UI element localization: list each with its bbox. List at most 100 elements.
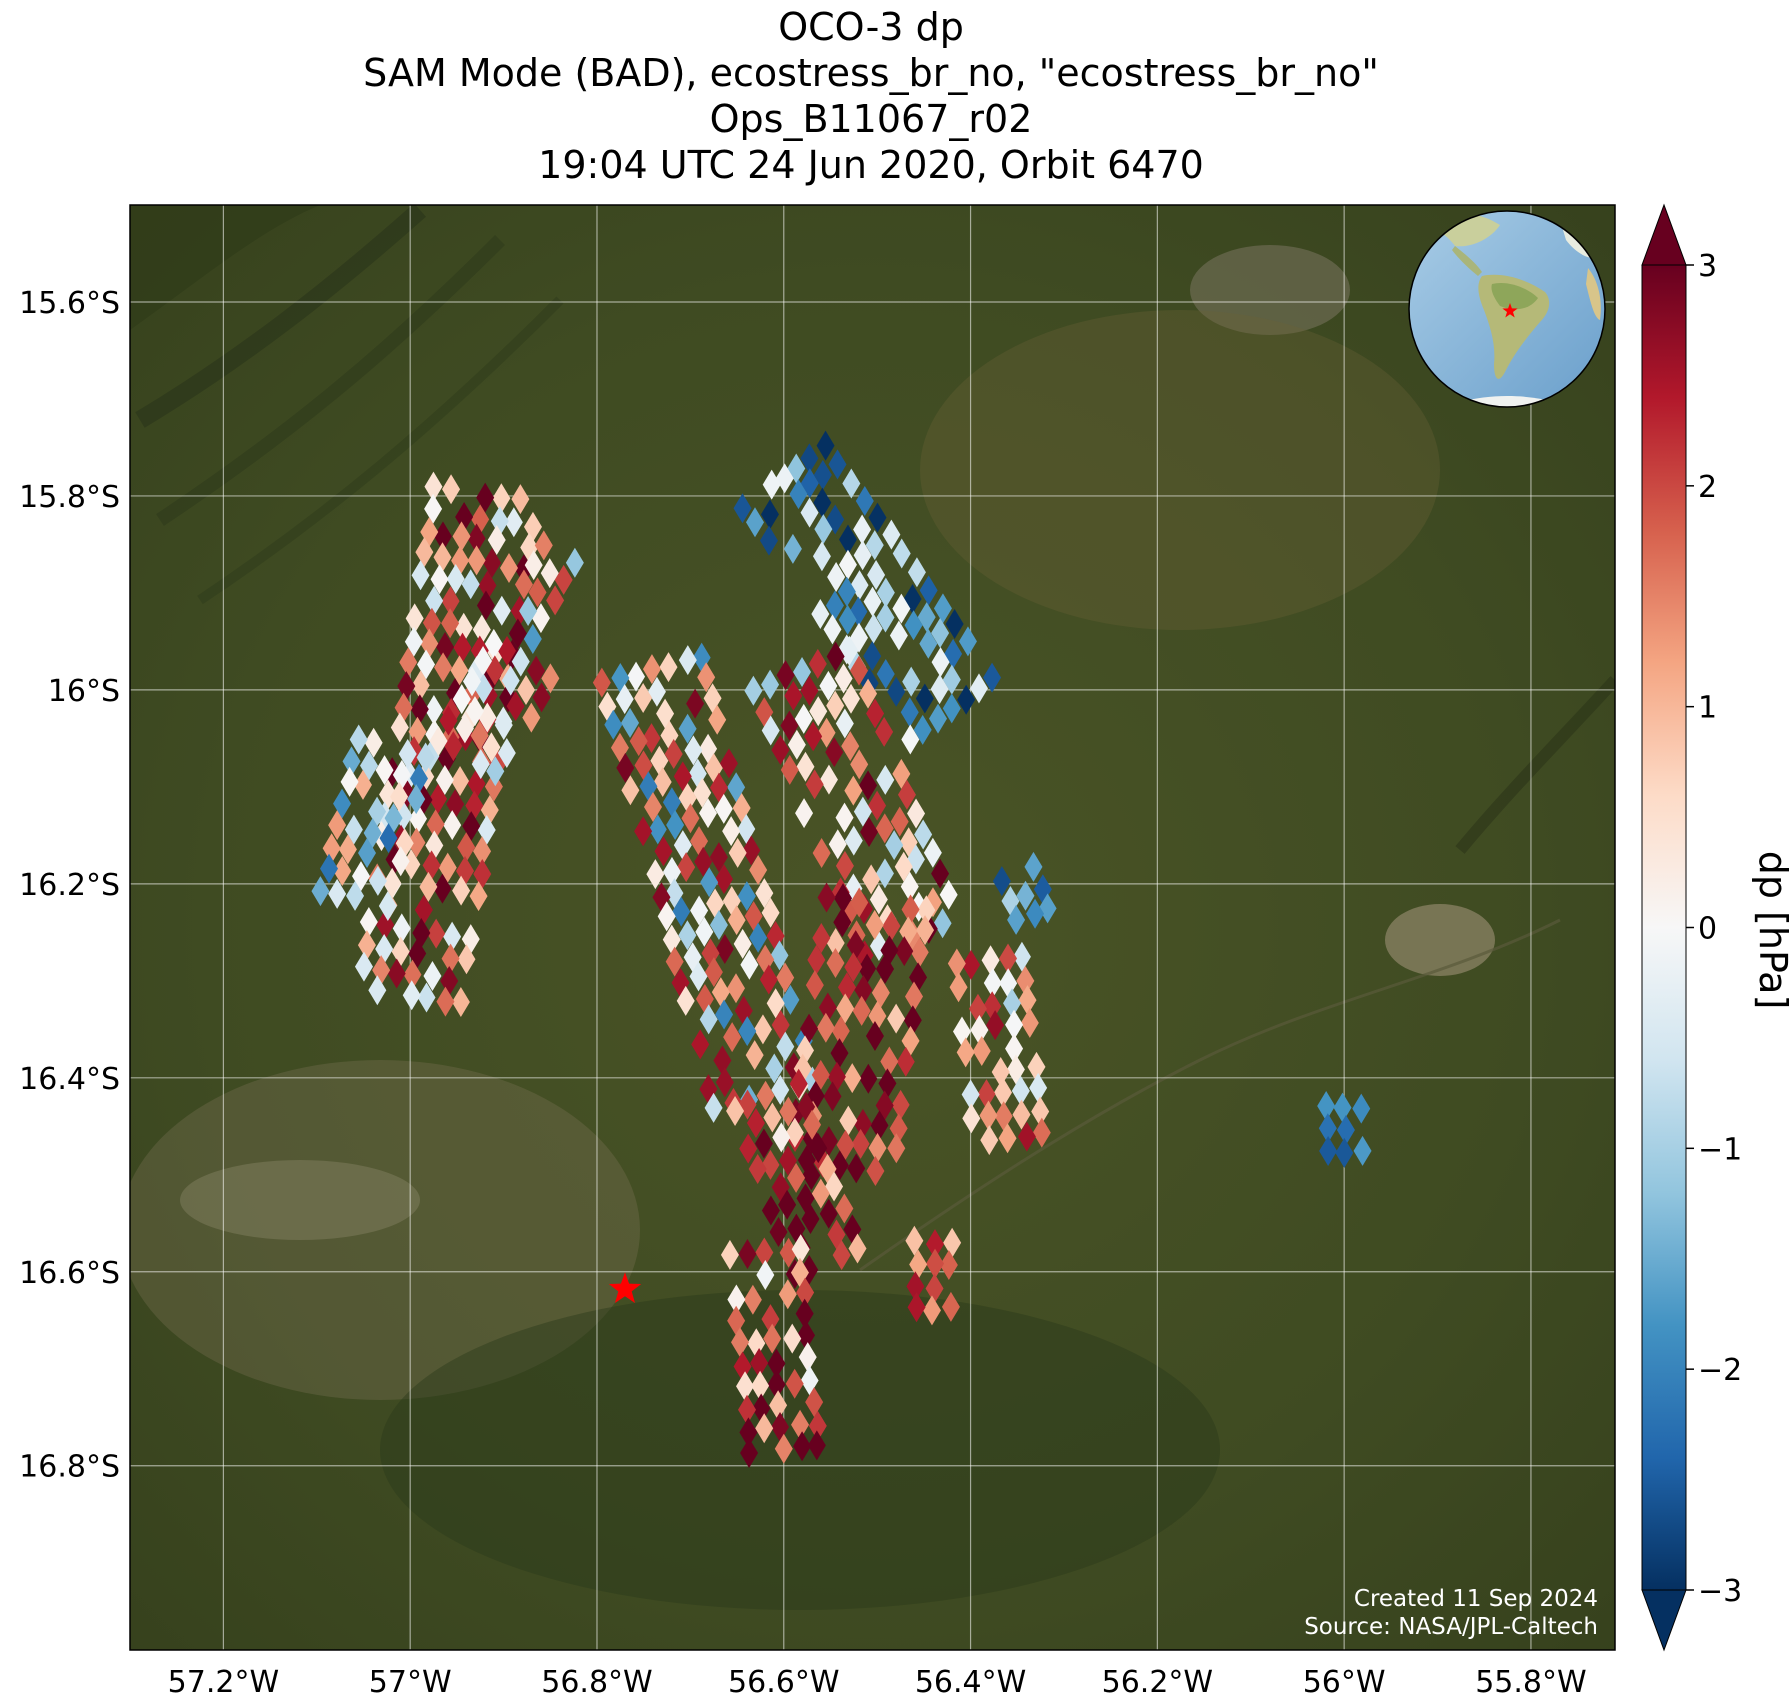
sounding-cell	[844, 775, 863, 806]
sounding-cell	[501, 665, 520, 696]
sounding-cell	[803, 1109, 822, 1140]
sounding-cell	[756, 1080, 775, 1111]
sounding-cell	[1038, 893, 1057, 924]
sounding-cell	[750, 1347, 769, 1378]
sounding-cell	[875, 716, 894, 747]
colorbar-tick-label: −2	[1698, 1353, 1742, 1388]
sounding-cell	[409, 803, 428, 834]
sounding-cell	[922, 1295, 941, 1326]
sounding-cell	[621, 775, 640, 806]
sounding-cell	[876, 764, 895, 795]
sounding-cell	[457, 944, 476, 975]
globe-antarctica	[1460, 396, 1555, 407]
sounding-cell	[793, 1431, 812, 1462]
sounding-cell	[697, 662, 716, 693]
sounding-cell	[807, 944, 826, 975]
sounding-cell	[907, 557, 926, 588]
sounding-cell	[795, 1298, 814, 1329]
sounding-cell	[403, 959, 422, 990]
sounding-cell	[486, 756, 505, 787]
sounding-cell	[781, 984, 800, 1015]
sounding-cell	[672, 896, 691, 927]
sounding-cell	[426, 809, 445, 840]
target-star-shape	[608, 1272, 642, 1303]
sounding-cell	[441, 586, 460, 617]
sounding-cell	[519, 595, 538, 626]
sounding-cell	[1353, 1135, 1372, 1166]
sounding-cell	[870, 1110, 889, 1141]
sounding-cell	[853, 514, 872, 545]
sounding-cell	[1017, 1121, 1036, 1152]
sounding-cell	[941, 1291, 960, 1322]
lat-tick-label: 16.8°S	[19, 1450, 120, 1485]
sounding-cell	[763, 1323, 782, 1354]
sounding-cell	[887, 676, 906, 707]
ridge-east	[1455, 675, 1615, 854]
sounding-cell	[769, 1216, 788, 1247]
sounding-cell	[805, 769, 824, 800]
sounding-cell	[379, 823, 398, 854]
sounding-cell	[848, 1233, 867, 1264]
sounding-cell	[962, 949, 981, 980]
colorbar-extend-bottom-icon	[1641, 1589, 1687, 1652]
sounding-cell	[664, 739, 683, 770]
sounding-cell	[905, 1225, 924, 1256]
sounding-cell	[826, 927, 845, 958]
sounding-cell	[643, 791, 662, 822]
sounding-cell	[1031, 1096, 1050, 1127]
sounding-cell	[866, 1155, 885, 1186]
sounding-cell	[733, 493, 752, 524]
sounding-cell	[819, 1198, 838, 1229]
sounding-cell	[811, 599, 830, 630]
sounding-cell	[497, 738, 516, 769]
sounding-cell	[855, 485, 874, 516]
longitude-axis: 57.2°W 57°W 56.8°W 56.6°W 56.4°W 56.2°W 56°W 55…	[168, 1665, 1587, 1700]
ridge-band	[156, 235, 505, 526]
sounding-cell	[839, 1105, 858, 1136]
sounding-cell	[443, 921, 462, 952]
sounding-cell	[850, 887, 869, 918]
sounding-cell	[983, 967, 1002, 998]
sounding-cell	[812, 837, 831, 868]
sounding-cell	[983, 662, 1002, 693]
sounding-cell	[751, 1370, 770, 1401]
sounding-cell	[405, 603, 424, 634]
sounding-footprints	[311, 430, 1372, 1469]
sounding-cell	[833, 907, 852, 938]
sounding-cell	[756, 1260, 775, 1291]
sounding-cell	[761, 1304, 780, 1335]
sounding-cell	[825, 737, 844, 768]
sounding-cell	[771, 1074, 790, 1105]
sounding-cell	[443, 810, 462, 841]
sounding-cell	[648, 814, 667, 845]
sounding-cell	[397, 671, 416, 702]
sounding-cell	[439, 705, 458, 736]
sounding-cell	[834, 663, 853, 694]
colorbar-extend-top-icon	[1641, 203, 1687, 266]
sounding-cell	[392, 913, 411, 944]
sounding-cell	[634, 816, 653, 847]
sounding-cell	[858, 953, 877, 984]
sounding-cell	[434, 652, 453, 683]
sounding-cell	[1012, 941, 1031, 972]
sounding-cell	[454, 612, 473, 643]
sounding-cell	[368, 865, 387, 896]
sounding-cell	[958, 626, 977, 657]
sounding-cell	[970, 1014, 989, 1045]
sounding-cell	[791, 1234, 810, 1265]
sounding-cell	[425, 585, 444, 616]
sounding-cell	[441, 943, 460, 974]
sounding-cell	[925, 1229, 944, 1260]
sounding-cell	[836, 993, 855, 1024]
sounding-cell	[825, 590, 844, 621]
globe-outline	[1408, 210, 1606, 408]
sounding-cell	[759, 525, 778, 556]
sounding-cell	[646, 859, 665, 890]
sounding-cell	[322, 833, 341, 864]
sounding-cell	[452, 684, 471, 715]
sounding-cell	[435, 765, 454, 796]
sounding-cell	[704, 1092, 723, 1123]
sounding-cell	[433, 873, 452, 904]
sounding-cell	[450, 655, 469, 686]
sounding-cell	[422, 607, 441, 638]
